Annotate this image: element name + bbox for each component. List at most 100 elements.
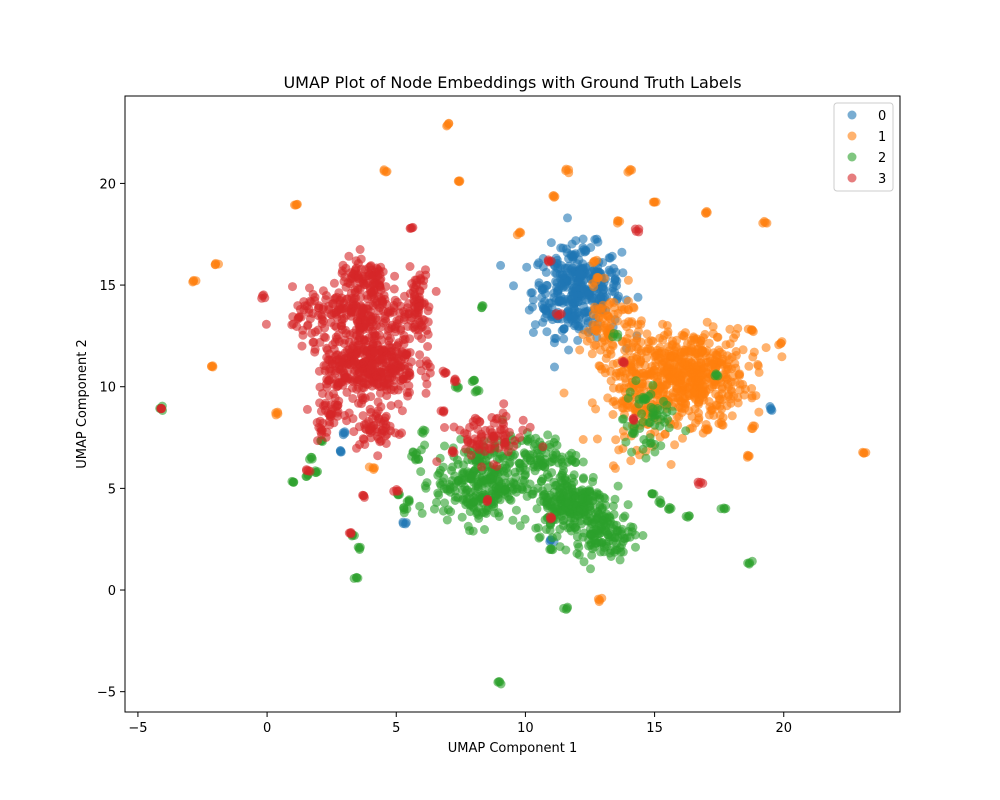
scatter-point-series-3: [394, 315, 404, 325]
scatter-point-series-1: [711, 389, 721, 399]
legend-marker-2: [847, 152, 857, 162]
scatter-point-series-0: [633, 292, 643, 302]
scatter-point-series-1: [603, 393, 613, 403]
scatter-point-series-1: [632, 336, 641, 346]
scatter-point-series-1: [677, 330, 687, 340]
scatter-point-series-0: [617, 247, 627, 257]
scatter-point-series-1: [590, 302, 599, 312]
scatter-point-series-3: [440, 423, 449, 432]
scatter-point-series-1: [582, 336, 592, 346]
scatter-point-series-1: [626, 456, 636, 466]
scatter-point-series-3: [484, 443, 494, 453]
scatter-point-series-1: [673, 420, 683, 430]
scatter-point-series-1: [707, 359, 717, 369]
scatter-point-series-3: [404, 362, 413, 372]
scatter-point-series-2: [719, 504, 729, 514]
legend-label-0: 0: [878, 109, 886, 124]
scatter-point-series-0: [534, 278, 544, 288]
scatter-point-series-3: [303, 320, 313, 330]
scatter-point-series-2: [712, 370, 722, 380]
scatter-point-series-2: [619, 533, 629, 543]
scatter-point-series-1: [588, 279, 598, 289]
scatter-point-series-1: [662, 321, 672, 330]
scatter-point-series-0: [563, 213, 572, 223]
chart-title: UMAP Plot of Node Embeddings with Ground…: [283, 73, 741, 92]
scatter-point-series-2: [508, 515, 518, 525]
scatter-point-series-3: [341, 263, 351, 273]
scatter-point-series-3: [619, 357, 629, 366]
scatter-point-series-0: [578, 243, 588, 252]
scatter-point-series-3: [415, 350, 425, 360]
scatter-point-series-3: [367, 359, 377, 369]
scatter-point-series-2: [567, 473, 577, 483]
scatter-point-series-3: [324, 301, 334, 311]
scatter-point-series-1: [670, 398, 680, 408]
scatter-point-series-0: [559, 334, 569, 344]
scatter-point-series-2: [434, 490, 444, 500]
scatter-point-series-0: [526, 288, 536, 298]
scatter-point-series-3: [399, 339, 409, 349]
scatter-point-series-1: [666, 460, 676, 469]
scatter-point-series-3: [356, 301, 366, 310]
scatter-point-series-2: [627, 447, 637, 457]
scatter-point-series-3: [342, 387, 352, 397]
legend: 0 1 2 3: [833, 102, 894, 192]
scatter-point-series-2: [572, 549, 582, 558]
scatter-point-series-2: [656, 441, 666, 451]
scatter-point-series-1: [592, 255, 602, 265]
legend-marker-0: [847, 110, 857, 120]
scatter-point-series-2: [623, 500, 633, 510]
scatter-point-series-2: [641, 453, 651, 463]
scatter-point-series-1: [717, 356, 727, 366]
scatter-point-series-1: [444, 119, 454, 129]
scatter-point-series-0: [338, 428, 348, 438]
scatter-point-series-0: [550, 362, 559, 372]
scatter-point-series-3: [360, 440, 370, 449]
scatter-point-series-2: [470, 387, 480, 397]
scatter-point-series-2: [522, 491, 532, 501]
scatter-point-series-0: [578, 234, 588, 244]
scatter-point-series-3: [406, 223, 416, 233]
scatter-point-series-1: [628, 353, 638, 363]
scatter-point-series-2: [399, 508, 409, 518]
scatter-point-series-1: [599, 273, 609, 283]
scatter-point-series-3: [498, 408, 508, 418]
scatter-point-series-2: [491, 489, 501, 499]
scatter-point-series-3: [388, 364, 398, 374]
scatter-point-series-0: [400, 519, 410, 529]
scatter-point-series-1: [368, 463, 378, 473]
scatter-point-series-3: [543, 255, 553, 265]
scatter-point-series-2: [543, 430, 553, 440]
scatter-point-series-1: [587, 398, 597, 408]
scatter-point-series-0: [546, 298, 556, 308]
scatter-point-series-2: [646, 402, 656, 412]
scatter-point-series-1: [678, 433, 687, 443]
scatter-point-series-1: [516, 228, 526, 238]
scatter-point-series-2: [586, 564, 595, 574]
scatter-point-series-3: [553, 311, 563, 321]
scatter-point-series-3: [461, 444, 471, 454]
scatter-point-series-2: [663, 504, 673, 514]
scatter-point-series-1: [614, 445, 624, 455]
x-tick-label: 10: [517, 721, 534, 736]
scatter-point-series-0: [570, 305, 580, 315]
scatter-point-series-1: [743, 324, 753, 334]
scatter-point-series-1: [591, 325, 601, 335]
scatter-point-series-3: [327, 359, 337, 369]
scatter-point-series-1: [592, 272, 602, 282]
scatter-point-series-3: [629, 415, 639, 425]
scatter-point-series-0: [569, 283, 579, 293]
scatter-point-series-2: [440, 498, 450, 508]
scatter-point-series-2: [543, 472, 553, 482]
scatter-point-series-2: [576, 516, 585, 526]
scatter-point-series-1: [678, 393, 688, 403]
scatter-point-series-0: [541, 267, 551, 277]
scatter-point-series-1: [749, 347, 759, 357]
scatter-point-series-2: [546, 545, 556, 555]
scatter-point-series-1: [642, 329, 652, 339]
scatter-point-series-3: [450, 374, 460, 384]
scatter-point-series-2: [518, 475, 528, 485]
scatter-point-series-3: [404, 381, 414, 391]
scatter-point-series-2: [646, 389, 656, 399]
